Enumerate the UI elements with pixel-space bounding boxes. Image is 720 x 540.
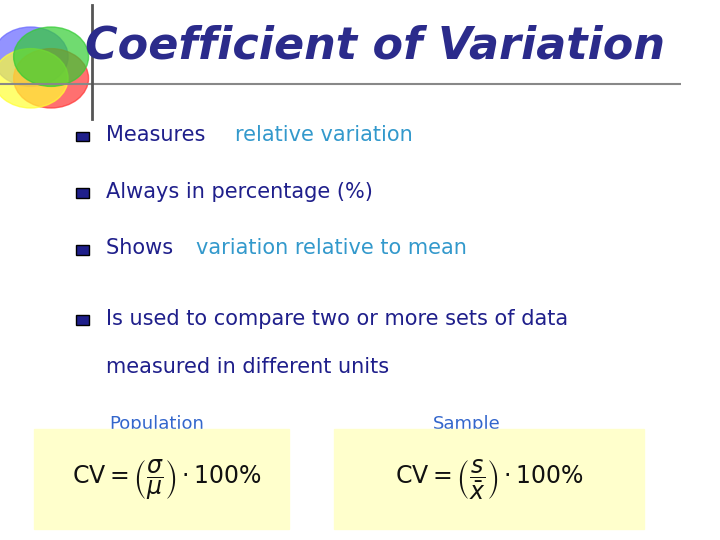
- FancyBboxPatch shape: [76, 188, 89, 198]
- Text: Sample: Sample: [433, 415, 500, 433]
- Text: Population: Population: [109, 415, 204, 433]
- Circle shape: [0, 27, 68, 86]
- Circle shape: [14, 49, 89, 108]
- Text: Is used to compare two or more sets of data: Is used to compare two or more sets of d…: [106, 308, 567, 329]
- Text: Measures: Measures: [106, 125, 212, 145]
- Text: measured in different units: measured in different units: [106, 357, 389, 377]
- FancyBboxPatch shape: [76, 132, 89, 141]
- Circle shape: [14, 27, 89, 86]
- Circle shape: [0, 49, 68, 108]
- FancyBboxPatch shape: [76, 245, 89, 255]
- Text: $\mathrm{CV} = \left(\dfrac{s}{\bar{x}}\right) \cdot 100\%$: $\mathrm{CV} = \left(\dfrac{s}{\bar{x}}\…: [395, 457, 583, 502]
- FancyBboxPatch shape: [34, 429, 289, 529]
- Text: Shows: Shows: [106, 238, 179, 259]
- Text: relative variation: relative variation: [235, 125, 413, 145]
- Text: $\mathrm{CV} = \left(\dfrac{\sigma}{\mu}\right) \cdot 100\%$: $\mathrm{CV} = \left(\dfrac{\sigma}{\mu}…: [72, 457, 262, 502]
- FancyBboxPatch shape: [76, 315, 89, 325]
- Text: Always in percentage (%): Always in percentage (%): [106, 181, 372, 202]
- Text: Coefficient of Variation: Coefficient of Variation: [85, 24, 665, 68]
- FancyBboxPatch shape: [334, 429, 644, 529]
- Text: variation relative to mean: variation relative to mean: [196, 238, 467, 259]
